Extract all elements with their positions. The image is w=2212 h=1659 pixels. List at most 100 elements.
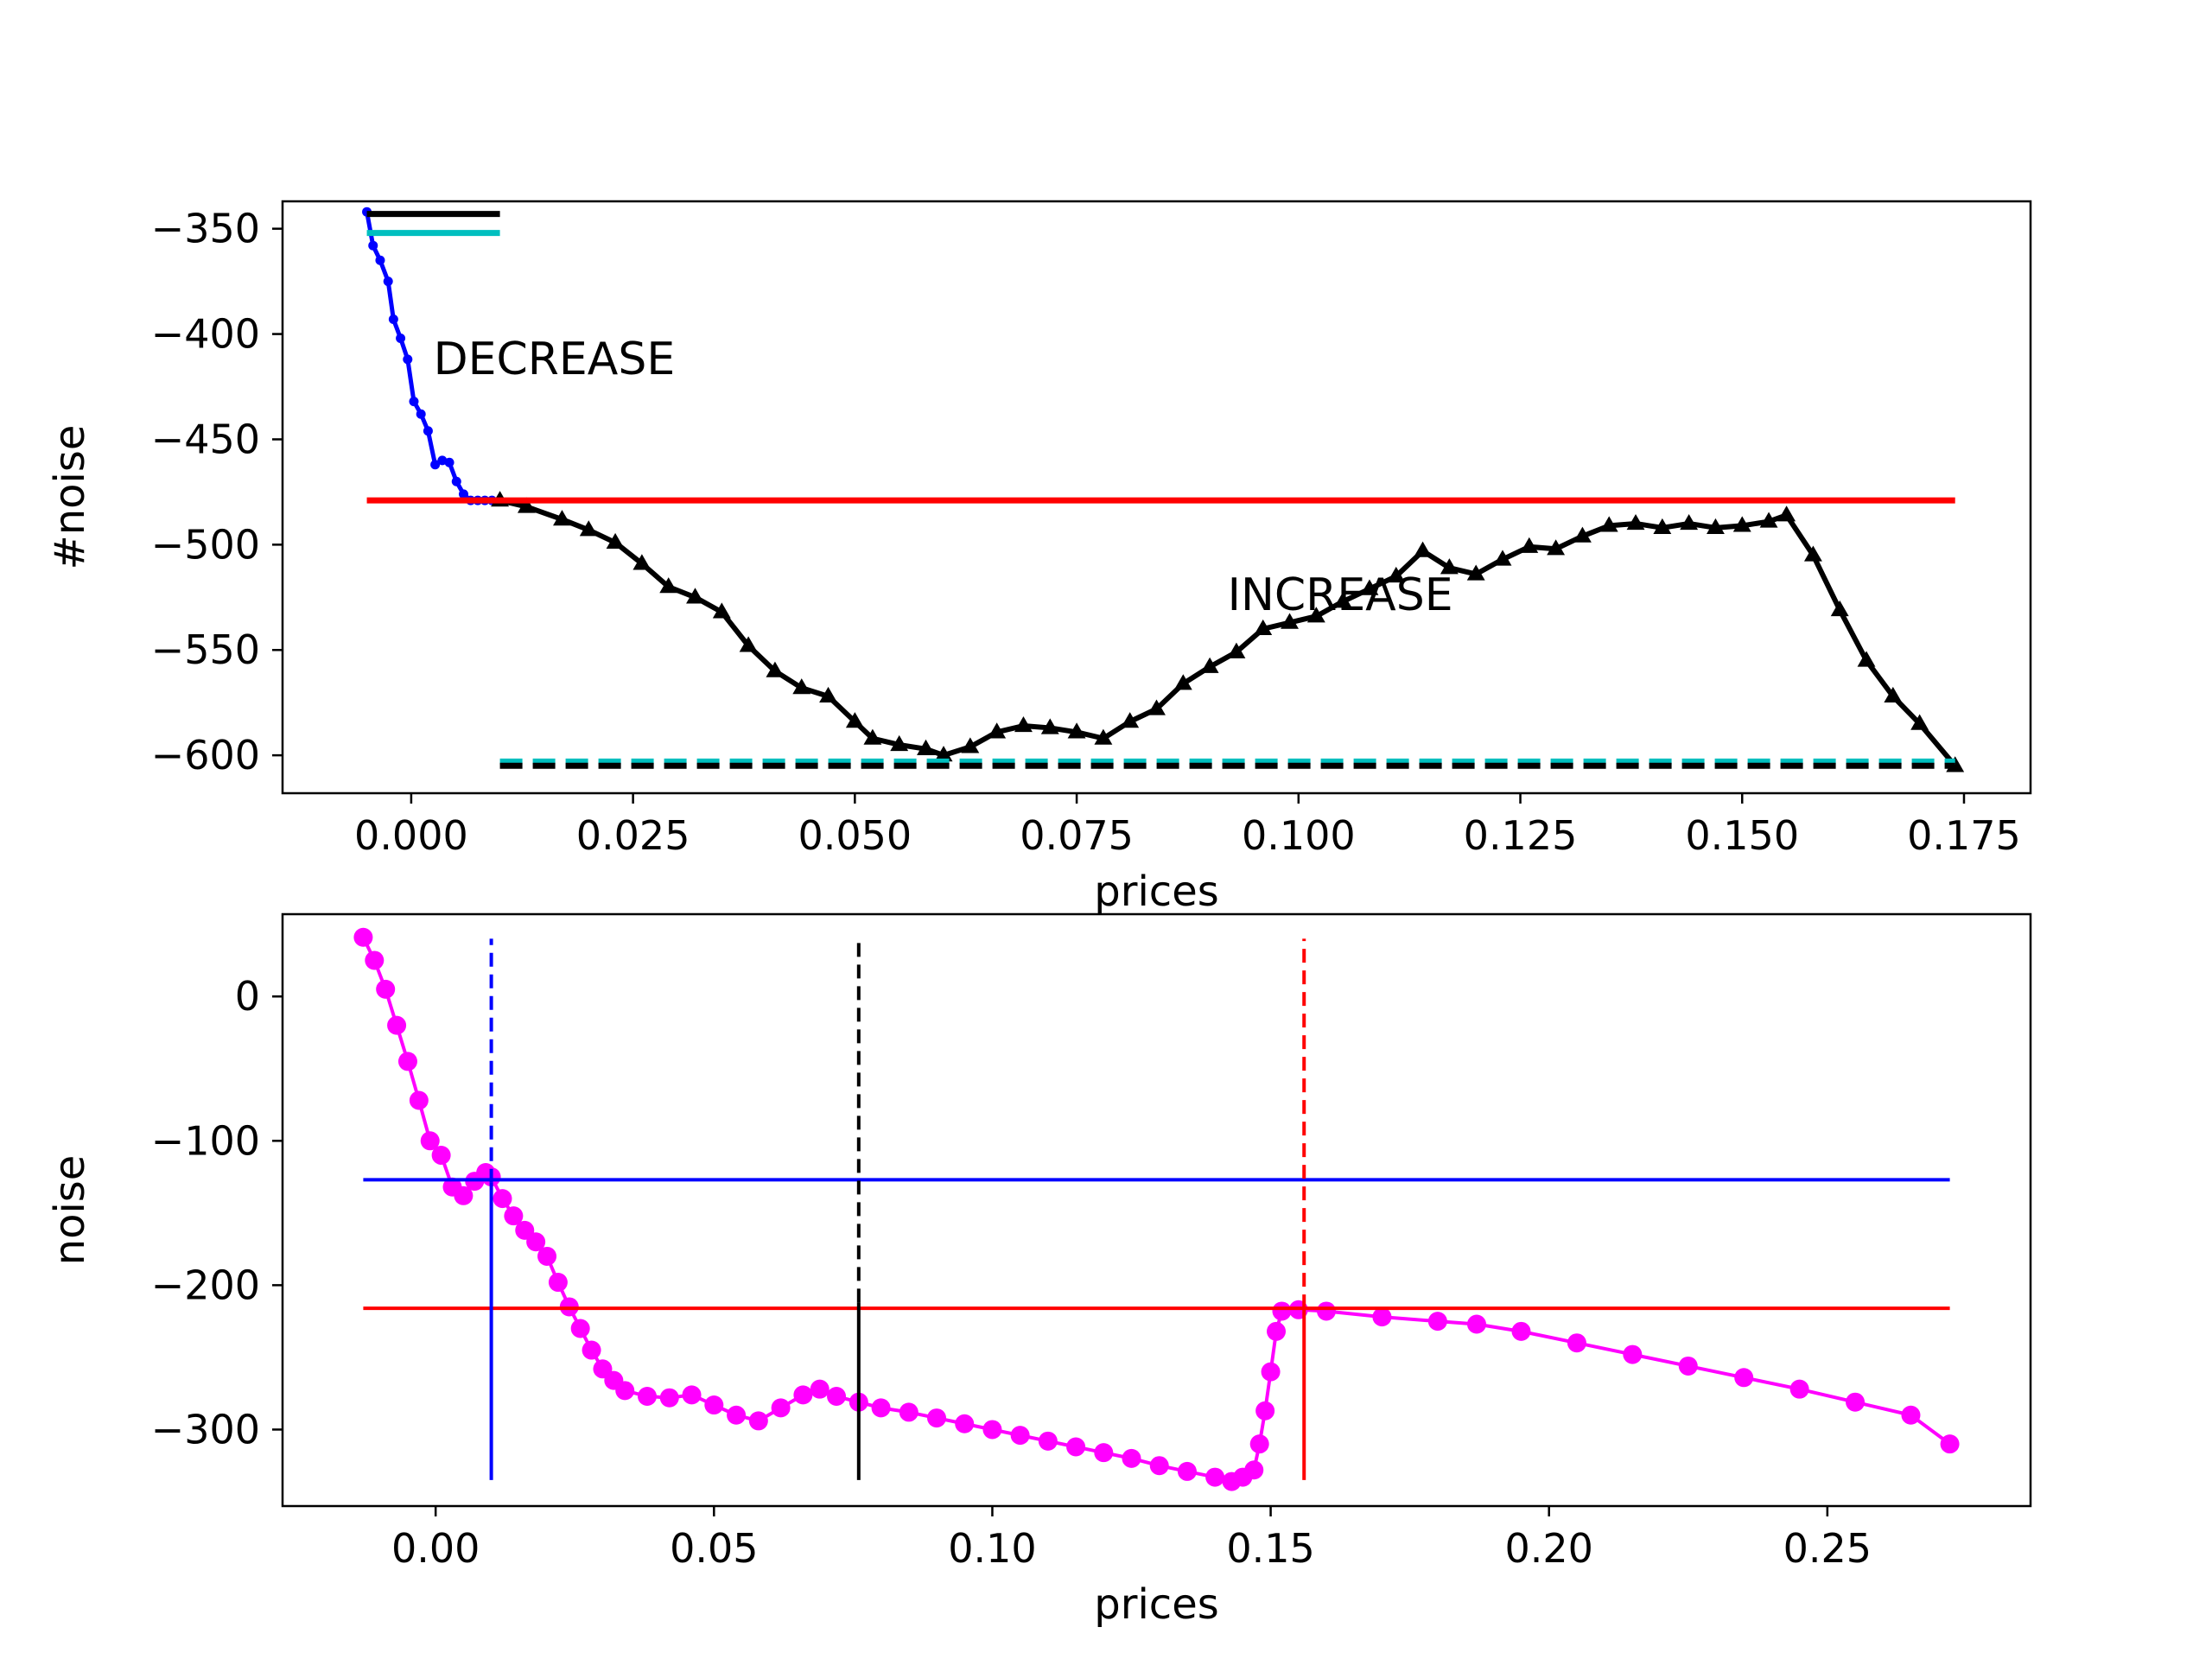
- data-point: [1493, 550, 1512, 566]
- data-point: [403, 354, 413, 365]
- data-point: [739, 636, 758, 652]
- data-point: [1010, 1426, 1030, 1446]
- data-point: [1520, 537, 1539, 553]
- data-point: [1547, 539, 1566, 556]
- data-point: [353, 927, 373, 947]
- y-axis-label: #noise: [46, 425, 94, 570]
- data-point: [1387, 566, 1406, 583]
- data-point: [1846, 1392, 1866, 1412]
- data-point: [1466, 564, 1485, 581]
- data-point: [792, 678, 811, 695]
- top-panel: DECREASE INCREASE 0.000 0.025 0.050 0.075 0.10…: [46, 200, 2032, 916]
- data-point: [1147, 699, 1166, 715]
- x-tick-label: 0.175: [1907, 812, 2021, 859]
- data-point: [712, 602, 731, 619]
- y-tick-label: −400: [151, 311, 260, 358]
- y-tick-label: 0: [235, 973, 260, 1020]
- data-point: [1173, 674, 1192, 690]
- y-tick-label: −200: [151, 1262, 260, 1308]
- data-point: [1249, 1434, 1269, 1454]
- x-tick-label: 0.000: [354, 812, 468, 859]
- x-tick-label: 0.10: [948, 1525, 1036, 1572]
- data-point: [537, 1246, 557, 1266]
- data-point: [871, 1398, 891, 1418]
- x-tick-label: 0.25: [1783, 1525, 1872, 1572]
- x-axis-label: prices: [1094, 868, 1218, 916]
- axes-frame: [281, 200, 2032, 795]
- data-point: [451, 476, 461, 486]
- data-point: [1094, 728, 1113, 745]
- data-point: [845, 712, 864, 728]
- data-point: [766, 661, 785, 677]
- data-point: [579, 520, 598, 537]
- x-tick-label: 0.15: [1226, 1525, 1314, 1572]
- x-tick-label: 0.050: [798, 812, 912, 859]
- data-point: [375, 255, 385, 265]
- data-point: [454, 1185, 474, 1205]
- y-tick-label: −350: [151, 206, 260, 252]
- data-point: [961, 737, 980, 753]
- x-tick-label: 0.05: [670, 1525, 758, 1572]
- data-point: [1830, 600, 1849, 617]
- data-point: [827, 1387, 847, 1407]
- data-point: [458, 489, 468, 499]
- data-point: [387, 1015, 407, 1035]
- data-point: [704, 1395, 724, 1415]
- y-tick-label: −100: [151, 1117, 260, 1164]
- data-point: [1360, 579, 1379, 595]
- data-point: [388, 315, 398, 325]
- data-point: [606, 532, 625, 550]
- data-point: [368, 240, 378, 251]
- data-point: [890, 734, 909, 752]
- x-tick-label: 0.125: [1464, 812, 1578, 859]
- data-point: [1803, 545, 1822, 562]
- data-point: [1372, 1307, 1392, 1327]
- data-point: [1306, 607, 1325, 623]
- data-point: [1567, 1333, 1586, 1353]
- data-point: [1200, 657, 1219, 673]
- data-point: [409, 1090, 429, 1110]
- data-point: [383, 276, 393, 287]
- y-tick-label: −550: [151, 626, 260, 673]
- data-point: [1414, 541, 1433, 557]
- data-point: [1254, 619, 1273, 636]
- data-point: [1205, 1467, 1225, 1487]
- data-point: [430, 460, 441, 470]
- y-tick-label: −500: [151, 521, 260, 568]
- data-point: [1038, 1431, 1058, 1451]
- data-point: [1227, 642, 1246, 658]
- data-point: [1272, 1301, 1292, 1321]
- y-axis-label: noise: [46, 1155, 94, 1266]
- data-point: [1281, 613, 1299, 629]
- data-point: [504, 1206, 524, 1226]
- data-point: [1014, 715, 1033, 733]
- data-point: [727, 1405, 747, 1425]
- data-point: [819, 686, 837, 703]
- data-point: [1244, 1460, 1264, 1480]
- data-point: [1267, 1321, 1287, 1341]
- data-point: [431, 1146, 451, 1166]
- data-point: [1121, 712, 1140, 728]
- data-point: [1066, 1437, 1086, 1457]
- data-point: [917, 739, 935, 755]
- data-point: [810, 1379, 830, 1399]
- data-point: [1333, 592, 1352, 608]
- data-point: [934, 746, 953, 762]
- data-point: [416, 409, 426, 419]
- data-point: [1678, 1356, 1698, 1376]
- data-point: [1777, 505, 1796, 522]
- x-tick-label: 0.150: [1685, 812, 1799, 859]
- data-point: [927, 1408, 947, 1428]
- data-point: [659, 1388, 679, 1408]
- y-tick-label: −300: [151, 1406, 260, 1452]
- data-point: [397, 1052, 417, 1071]
- data-point: [1122, 1448, 1141, 1468]
- data-point: [1466, 1314, 1486, 1334]
- data-point: [376, 979, 396, 999]
- data-point: [793, 1385, 813, 1405]
- data-point: [771, 1398, 791, 1418]
- data-point: [409, 397, 419, 407]
- plot-area: [353, 927, 1960, 1491]
- data-point: [982, 1420, 1002, 1440]
